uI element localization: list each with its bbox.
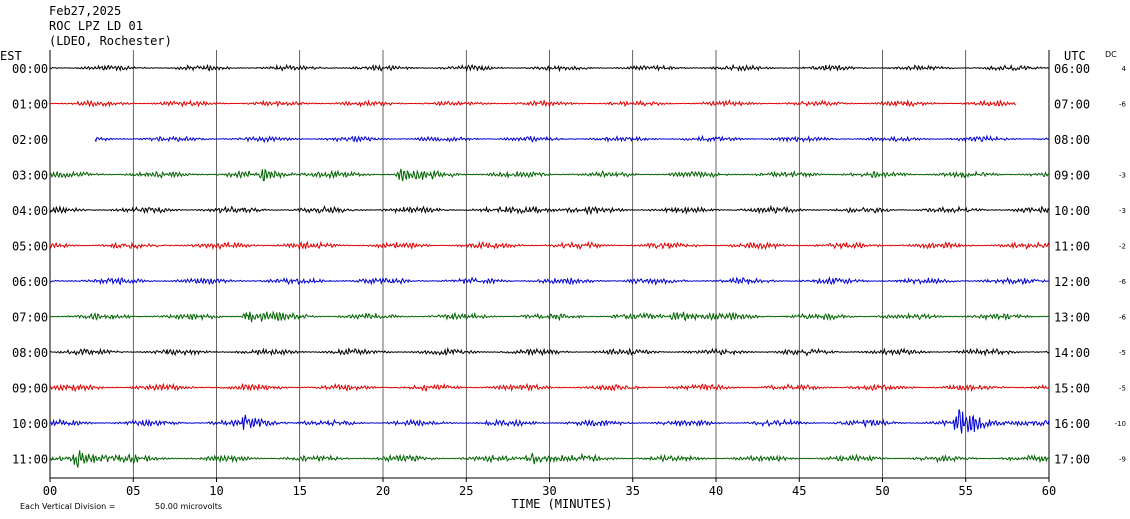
est-time-label: 07:00 — [12, 311, 48, 325]
utc-time-label: 14:00 — [1054, 346, 1090, 360]
x-tick-label: 30 — [542, 484, 556, 498]
est-time-label: 01:00 — [12, 98, 48, 112]
utc-time-label: 10:00 — [1054, 204, 1090, 218]
seismic-trace — [49, 409, 1050, 434]
utc-time-label: 13:00 — [1054, 311, 1090, 325]
seismic-trace — [49, 346, 1050, 357]
est-time-label: 06:00 — [12, 275, 48, 289]
x-tick-label: 55 — [959, 484, 973, 498]
utc-time-label: 11:00 — [1054, 240, 1090, 254]
x-tick-label: 00 — [43, 484, 57, 498]
seismic-trace — [49, 204, 1050, 216]
est-time-label: 03:00 — [12, 169, 48, 183]
utc-time-label: 15:00 — [1054, 382, 1090, 396]
dc-offset-label: -10 — [1115, 420, 1126, 428]
utc-time-label: 12:00 — [1054, 275, 1090, 289]
utc-time-label: 17:00 — [1054, 453, 1090, 467]
seismic-trace — [49, 382, 1050, 393]
x-axis-title: TIME (MINUTES) — [511, 497, 612, 511]
dc-offset-label: -2 — [1119, 243, 1126, 251]
dc-offset-label: -9 — [1119, 456, 1126, 464]
dc-offset-label: -6 — [1119, 314, 1127, 322]
x-tick-label: 60 — [1042, 484, 1056, 498]
est-time-label: 02:00 — [12, 133, 48, 147]
dc-offset-label: 4 — [1122, 65, 1127, 73]
seismic-trace — [49, 310, 1050, 323]
dc-offset-label: -3 — [1119, 172, 1126, 180]
x-tick-label: 40 — [709, 484, 723, 498]
x-tick-label: 10 — [209, 484, 223, 498]
x-tick-label: 35 — [626, 484, 640, 498]
est-time-label: 10:00 — [12, 417, 48, 431]
utc-time-label: 06:00 — [1054, 62, 1090, 76]
seismic-trace — [49, 275, 1050, 286]
plot-date: Feb27,2025 — [49, 4, 122, 18]
est-time-label: 11:00 — [12, 453, 48, 467]
est-time-label: 00:00 — [12, 62, 48, 76]
dc-offset-label: -5 — [1119, 385, 1126, 393]
x-tick-label: 15 — [293, 484, 307, 498]
est-time-label: 04:00 — [12, 204, 48, 218]
utc-time-label: 09:00 — [1054, 169, 1090, 183]
dc-offset-label: -3 — [1119, 207, 1126, 215]
est-time-label: 09:00 — [12, 382, 48, 396]
seismic-trace — [94, 134, 1050, 144]
x-tick-label: 25 — [459, 484, 473, 498]
seismic-trace — [49, 240, 1050, 251]
seismic-trace — [49, 168, 1050, 182]
seismic-trace — [49, 63, 1050, 73]
est-time-label: 08:00 — [12, 346, 48, 360]
utc-time-label: 08:00 — [1054, 133, 1090, 147]
station-code: ROC LPZ LD 01 — [49, 19, 143, 33]
est-axis-label: EST — [0, 49, 22, 63]
utc-axis-label: UTC — [1064, 49, 1086, 63]
dc-offset-label: -5 — [1119, 349, 1126, 357]
utc-time-label: 16:00 — [1054, 417, 1090, 431]
x-tick-label: 45 — [792, 484, 806, 498]
est-time-label: 05:00 — [12, 240, 48, 254]
dc-offset-label: -6 — [1119, 101, 1127, 109]
seismic-trace — [49, 450, 1050, 468]
x-tick-label: 20 — [376, 484, 390, 498]
dc-offset-label: -6 — [1119, 278, 1127, 286]
utc-time-label: 07:00 — [1054, 98, 1090, 112]
network-label: (LDEO, Rochester) — [49, 34, 172, 48]
vertical-division-note: Each Vertical Division = — [20, 502, 115, 511]
x-tick-label: 50 — [875, 484, 889, 498]
seismic-trace — [49, 98, 1017, 108]
vertical-division-value: 50.00 microvolts — [155, 502, 222, 511]
dc-column-label: DC — [1105, 50, 1117, 59]
x-tick-label: 05 — [126, 484, 140, 498]
